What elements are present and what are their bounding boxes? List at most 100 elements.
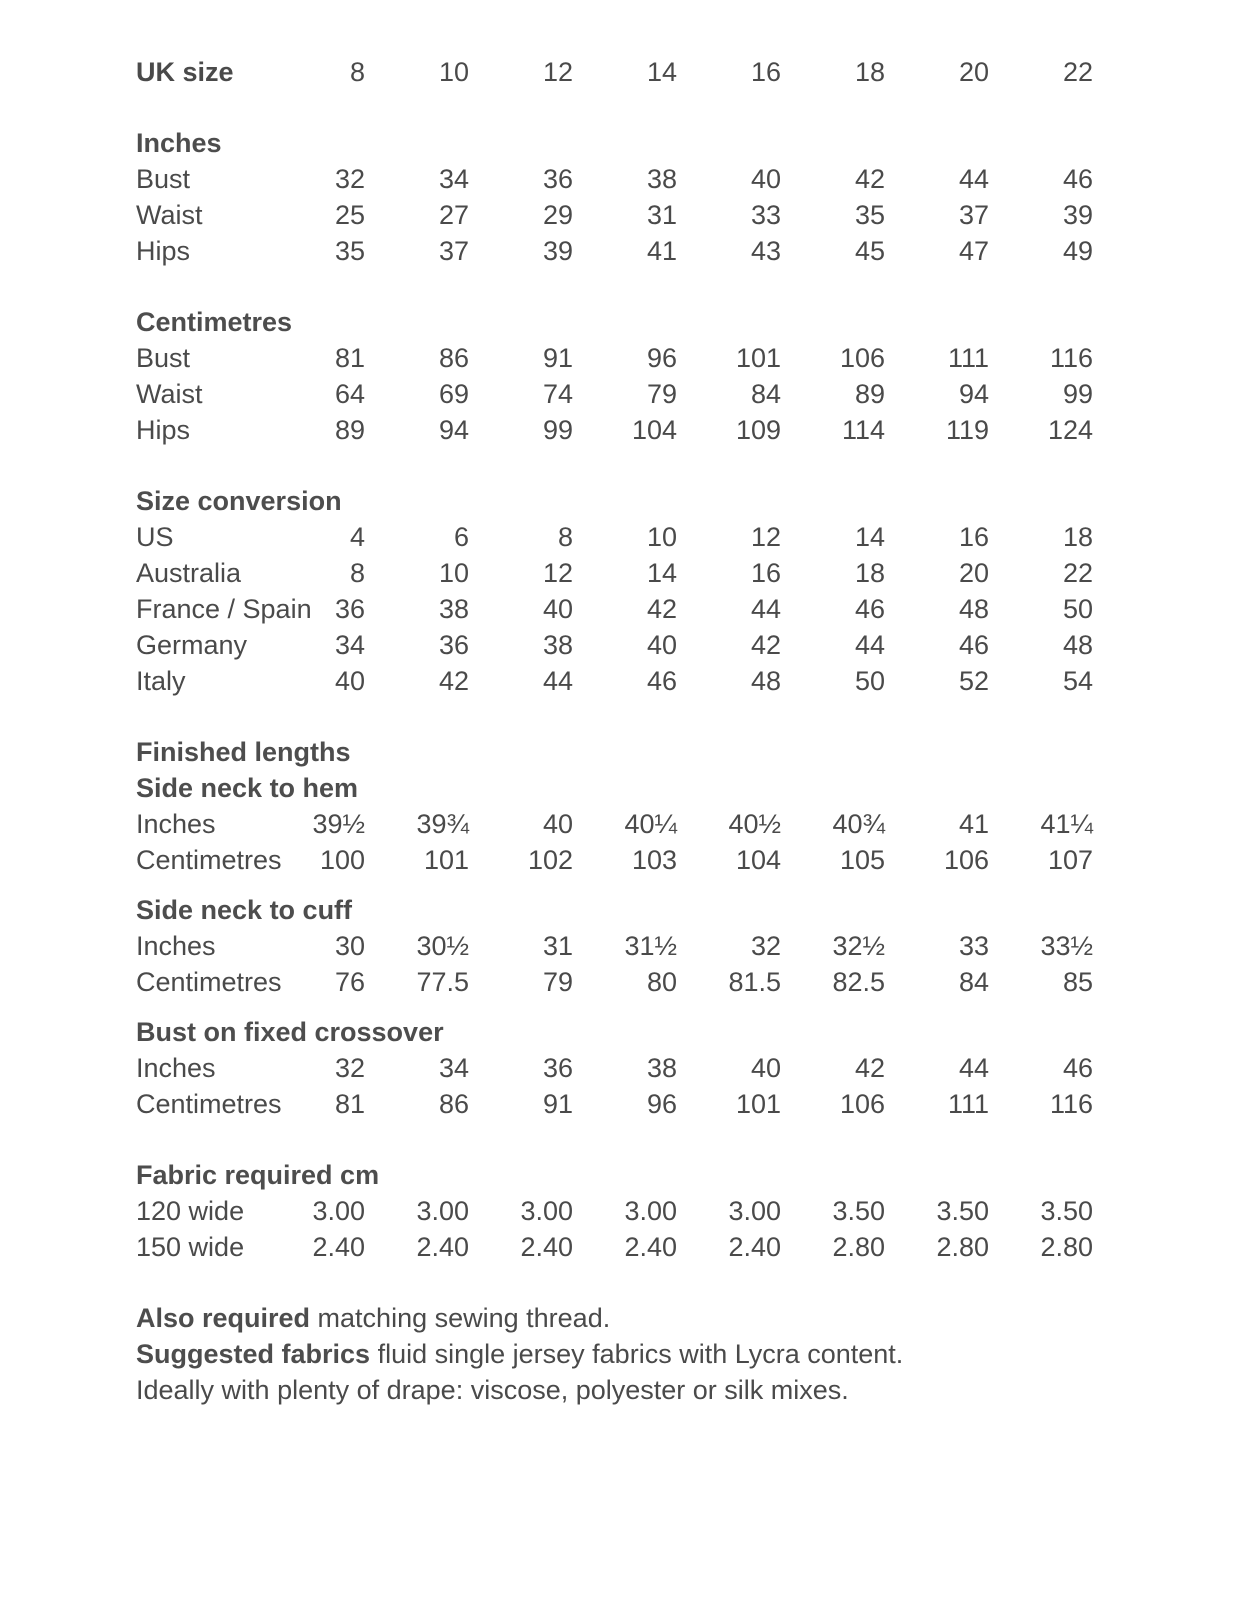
row-label: Centimetres: [136, 967, 282, 997]
row-label: 120 wide: [136, 1196, 245, 1226]
cell-value: 94: [438, 415, 469, 445]
cell-value: 44: [958, 1053, 989, 1083]
cell-value: 10: [646, 522, 677, 552]
table-row: US 4 6 8 10 12 14 16 18: [136, 519, 1096, 555]
cell-value: 50: [854, 666, 885, 696]
cell-value: 46: [958, 630, 989, 660]
table-row: France / Spain 36 38 40 42 44 46 48 50: [136, 591, 1096, 627]
table-row: Waist 25 27 29 31 33 35 37 39: [136, 197, 1096, 233]
row-label: 150 wide: [136, 1232, 245, 1262]
cell-value: 32: [750, 931, 781, 961]
cell-value: 101: [423, 845, 469, 875]
row-label: Bust: [136, 343, 191, 373]
cell-value: 42: [854, 1053, 885, 1083]
cell-value: 31: [646, 200, 677, 230]
table-row: Inches 32 34 36 38 40 42 44 46: [136, 1050, 1096, 1086]
cell-value: 34: [438, 1053, 469, 1083]
table-row: 150 wide 2.40 2.40 2.40 2.40 2.40 2.80 2.80 2.80: [136, 1229, 1096, 1265]
cell-value: 4: [349, 522, 365, 552]
cell-value: 36: [542, 1053, 573, 1083]
cell-value: 40: [334, 666, 365, 696]
cell-value: 39: [542, 236, 573, 266]
cell-value: 102: [527, 845, 573, 875]
cell-value: 81: [334, 343, 365, 373]
cell-value: 40: [750, 1053, 781, 1083]
cell-value: 99: [1062, 379, 1093, 409]
cell-value: 12: [750, 522, 781, 552]
row-label: Australia: [136, 558, 242, 588]
cell-value: 49: [1062, 236, 1093, 266]
cell-value: 18: [854, 57, 885, 87]
cell-value: 52: [958, 666, 989, 696]
table-row: Centimetres 100 101 102 103 104 105 106 107: [136, 842, 1096, 878]
uk-size-header-row: UK size 8 10 12 14 16 18 20 22: [136, 54, 1096, 90]
cell-value: 3.00: [624, 1196, 677, 1226]
cell-value: 104: [735, 845, 781, 875]
cell-value: 42: [438, 666, 469, 696]
row-label: Centimetres: [136, 845, 282, 875]
cell-value: 48: [1062, 630, 1093, 660]
cell-value: 31: [542, 931, 573, 961]
cell-value: 103: [631, 845, 677, 875]
cell-value: 33: [958, 931, 989, 961]
cell-value: 96: [646, 1089, 677, 1119]
cell-value: 14: [646, 57, 677, 87]
cell-value: 50: [1062, 594, 1093, 624]
cell-value: 2.40: [416, 1232, 469, 1262]
section-heading: Inches: [136, 128, 222, 158]
cell-value: 74: [542, 379, 573, 409]
table-row: Centimetres 81 86 91 96 101 106 111 116: [136, 1086, 1096, 1122]
cell-value: 2.40: [728, 1232, 781, 1262]
cell-value: 2.40: [624, 1232, 677, 1262]
note-text: Ideally with plenty of drape: viscose, p…: [136, 1375, 849, 1405]
cell-value: 41¼: [1040, 809, 1093, 839]
section-heading: Finished lengths: [136, 737, 351, 767]
cell-value: 20: [958, 57, 989, 87]
table-row: Inches 30 30½ 31 31½ 32 32½ 33 33½: [136, 928, 1096, 964]
cell-value: 45: [854, 236, 885, 266]
cell-value: 18: [1062, 522, 1093, 552]
cell-value: 35: [854, 200, 885, 230]
section-heading: Centimetres: [136, 307, 293, 337]
row-label: Centimetres: [136, 1089, 282, 1119]
cell-value: 3.00: [520, 1196, 573, 1226]
cell-value: 40½: [728, 809, 781, 839]
cell-value: 34: [334, 630, 365, 660]
note-text: matching sewing thread.: [310, 1303, 611, 1333]
section-heading: Size conversion: [136, 486, 342, 516]
table-row: Waist 64 69 74 79 84 89 94 99: [136, 376, 1096, 412]
cell-value: 8: [349, 57, 365, 87]
cell-value: 96: [646, 343, 677, 373]
cell-value: 3.00: [312, 1196, 365, 1226]
cell-value: 86: [438, 1089, 469, 1119]
cell-value: 2.80: [832, 1232, 885, 1262]
row-label: Hips: [136, 236, 191, 266]
cell-value: 46: [1062, 1053, 1093, 1083]
table-row: Bust 32 34 36 38 40 42 44 46: [136, 161, 1096, 197]
cell-value: 43: [750, 236, 781, 266]
cell-value: 33: [750, 200, 781, 230]
cell-value: 31½: [624, 931, 677, 961]
cell-value: 106: [943, 845, 989, 875]
table-row: 120 wide 3.00 3.00 3.00 3.00 3.00 3.50 3.50 3.50: [136, 1193, 1096, 1229]
cell-value: 48: [750, 666, 781, 696]
cell-value: 18: [854, 558, 885, 588]
cell-value: 82.5: [832, 967, 885, 997]
cell-value: 20: [958, 558, 989, 588]
cell-value: 14: [646, 558, 677, 588]
cell-value: 46: [646, 666, 677, 696]
cell-value: 34: [438, 164, 469, 194]
row-label: Waist: [136, 379, 203, 409]
cell-value: 119: [945, 415, 989, 445]
cell-value: 8: [557, 522, 573, 552]
cell-value: 116: [1049, 1089, 1093, 1119]
section-heading: Fabric required cm: [136, 1160, 380, 1190]
cell-value: 40: [542, 594, 573, 624]
cell-value: 2.40: [312, 1232, 365, 1262]
cell-value: 6: [453, 522, 469, 552]
cell-value: 36: [438, 630, 469, 660]
row-label: Hips: [136, 415, 191, 445]
cell-value: 38: [542, 630, 573, 660]
cell-value: 27: [438, 200, 469, 230]
cell-value: 16: [958, 522, 989, 552]
